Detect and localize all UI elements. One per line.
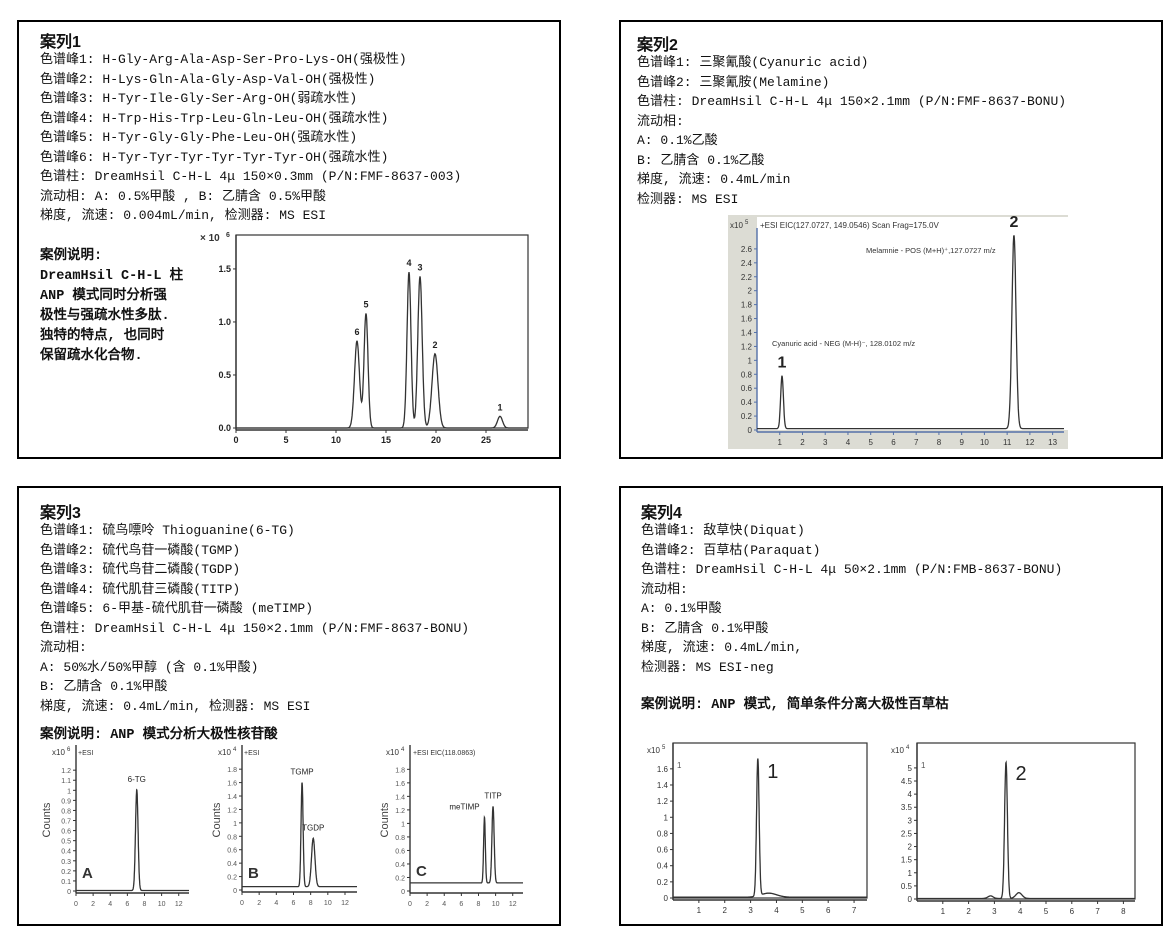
text-line: 极性与强疏水性多肽.: [40, 309, 170, 324]
text-line: 流动相:: [637, 113, 684, 129]
text-line: 检测器: MS ESI-neg: [641, 659, 774, 675]
case-3-panel: 案列3 色谱峰1: 硫鸟嘌呤 Thioguanine(6-TG) 色谱峰2: 硫代…: [17, 486, 561, 926]
text-line: DreamHsil C-H-L 柱: [40, 269, 184, 284]
text-line: 流动相:: [40, 640, 87, 655]
case-4-conditions: 色谱峰1: 敌草快(Diquat) 色谱峰2: 百草枯(Paraquat) 色谱柱:…: [641, 521, 1062, 677]
text-line: 色谱峰2: 三聚氰胺(Melamine): [637, 74, 830, 90]
text-line: 色谱峰4: H-Trp-His-Trp-Leu-Gln-Leu-OH(强疏水性): [40, 110, 389, 126]
text-line: B: 乙腈含 0.1%甲酸: [40, 679, 168, 694]
text-line: 色谱峰1: H-Gly-Arg-Ala-Asp-Ser-Pro-Lys-OH(强…: [40, 52, 407, 67]
text-line: 色谱柱: DreamHsil C-H-L 4μ 150×2.1mm (P/N:F…: [40, 620, 470, 636]
text-line: 色谱柱: DreamHsil C-H-L 4μ 50×2.1mm (P/N:FM…: [641, 562, 1063, 577]
text-line: 保留疏水化合物.: [40, 349, 143, 364]
text-line: 色谱峰3: H-Tyr-Ile-Gly-Ser-Arg-OH(弱疏水性): [40, 91, 358, 106]
text-line: 梯度, 流速: 0.4mL/min: [637, 172, 791, 187]
text-line: 色谱峰3: 硫代鸟苷二磷酸(TGDP): [40, 562, 241, 577]
text-line: 流动相:: [641, 581, 688, 597]
case-2-panel: 案列2 色谱峰1: 三聚氰酸(Cyanuric acid) 色谱峰2: 三聚氰胺(…: [619, 20, 1163, 459]
case-1-conditions: 色谱峰1: H-Gly-Arg-Ala-Asp-Ser-Pro-Lys-OH(强…: [40, 50, 461, 226]
text-line: 色谱柱: DreamHsil C-H-L 4μ 150×0.3mm (P/N:F…: [40, 169, 462, 184]
text-line: 案例说明:: [40, 249, 103, 264]
text-line: 色谱峰1: 三聚氰酸(Cyanuric acid): [637, 55, 869, 70]
text-line: 色谱峰2: 百草枯(Paraquat): [641, 542, 821, 558]
text-line: 色谱峰6: H-Tyr-Tyr-Tyr-Tyr-Tyr-Tyr-OH(强疏水性): [40, 149, 389, 165]
text-line: 色谱峰2: H-Lys-Gln-Ala-Gly-Asp-Val-OH(强极性): [40, 71, 376, 87]
text-line: 色谱峰5: 6-甲基-硫代肌苷一磷酸 (meTIMP): [40, 601, 314, 616]
case-3-note: 案例说明: ANP 模式分析大极性核苷酸: [40, 728, 278, 743]
case-3-conditions: 色谱峰1: 硫鸟嘌呤 Thioguanine(6-TG) 色谱峰2: 硫代鸟苷一磷…: [40, 521, 469, 716]
text-line: 色谱峰1: 硫鸟嘌呤 Thioguanine(6-TG): [40, 523, 295, 538]
text-line: B: 乙腈含 0.1%乙酸: [637, 152, 765, 168]
text-line: A: 50%水/50%甲醇 (含 0.1%甲酸): [40, 659, 259, 675]
text-line: 色谱峰2: 硫代鸟苷一磷酸(TGMP): [40, 542, 241, 558]
case-1-title: 案列1: [40, 34, 81, 51]
text-line: 色谱柱: DreamHsil C-H-L 4μ 150×2.1mm (P/N:F…: [637, 94, 1067, 109]
text-line: B: 乙腈含 0.1%甲酸: [641, 620, 769, 636]
text-line: A: 0.1%甲酸: [641, 601, 722, 616]
case-2-conditions: 色谱峰1: 三聚氰酸(Cyanuric acid) 色谱峰2: 三聚氰胺(Mela…: [637, 53, 1066, 209]
case-2-title: 案列2: [637, 37, 678, 54]
case-4-title: 案列4: [641, 505, 682, 522]
text-line: 检测器: MS ESI: [637, 191, 739, 207]
case-1-panel: 案列1 色谱峰1: H-Gly-Arg-Ala-Asp-Ser-Pro-Lys-…: [17, 20, 561, 459]
text-line: 色谱峰1: 敌草快(Diquat): [641, 523, 805, 538]
text-line: 色谱峰5: H-Tyr-Gly-Gly-Phe-Leu-OH(强疏水性): [40, 130, 358, 145]
case-3-title: 案列3: [40, 505, 81, 522]
text-line: 梯度, 流速: 0.004mL/min, 检测器: MS ESI: [40, 208, 327, 223]
case-4-note: 案例说明: ANP 模式, 简单条件分离大极性百草枯: [641, 698, 949, 713]
text-line: 独特的特点, 也同时: [40, 329, 165, 344]
text-line: ANP 模式同时分析强: [40, 289, 167, 304]
text-line: 色谱峰4: 硫代肌苷三磷酸(TITP): [40, 581, 241, 597]
text-line: 流动相: A: 0.5%甲酸 , B: 乙腈含 0.5%甲酸: [40, 188, 327, 204]
text-line: 梯度, 流速: 0.4mL/min,: [641, 640, 803, 655]
case-1-note: 案例说明: DreamHsil C-H-L 柱 ANP 模式同时分析强 极性与强疏水性…: [40, 247, 183, 367]
case-4-panel: 案列4 色谱峰1: 敌草快(Diquat) 色谱峰2: 百草枯(Paraquat)…: [619, 486, 1163, 926]
text-line: 梯度, 流速: 0.4mL/min, 检测器: MS ESI: [40, 698, 311, 714]
text-line: A: 0.1%乙酸: [637, 133, 718, 148]
